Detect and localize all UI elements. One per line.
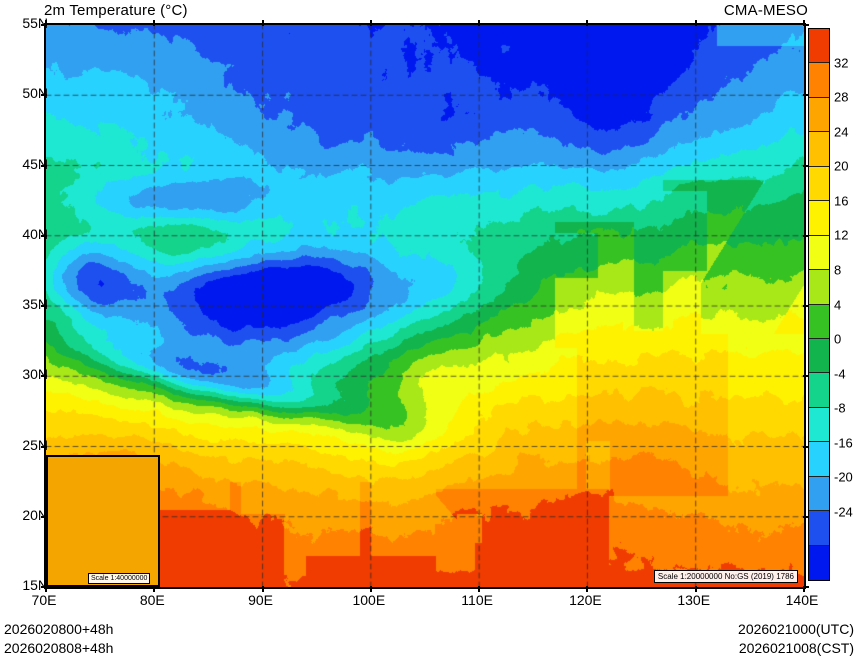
- colorbar-label-20: 20: [834, 158, 849, 174]
- lon-label-140E: 140E: [785, 592, 819, 608]
- colorbar-swatch: [809, 270, 829, 305]
- model-label: CMA-MESO: [723, 2, 808, 19]
- lat-tick: [803, 234, 809, 237]
- lat-tick: [803, 586, 809, 588]
- lat-tick: [803, 24, 809, 26]
- lat-label-55N: 55N: [22, 15, 48, 31]
- lat-label-45N: 45N: [22, 155, 48, 172]
- colorbar-label--16: -16: [834, 435, 853, 451]
- colorbar-swatch: [809, 373, 829, 408]
- lon-tick: [261, 20, 264, 26]
- lat-tick: [803, 375, 809, 378]
- colorbar-swatch: [809, 29, 829, 64]
- lon-tick: [153, 20, 156, 26]
- lat-label-25N: 25N: [22, 436, 48, 453]
- lon-tick: [261, 586, 264, 592]
- lat-tick: [803, 305, 809, 307]
- lat-tick: [41, 305, 47, 307]
- footer-right-line1: 2026021000(UTC): [738, 621, 854, 637]
- colorbar-swatch: [809, 132, 829, 167]
- lat-label-30N: 30N: [22, 366, 48, 383]
- lon-tick: [478, 20, 481, 26]
- colorbar-label-12: 12: [834, 227, 849, 243]
- lat-tick: [41, 445, 47, 448]
- lon-label-80E: 80E: [139, 592, 165, 608]
- map-scale-label: Scale 1:20000000 No:GS (2019) 1786: [653, 570, 798, 583]
- lon-tick: [586, 20, 589, 26]
- footer-right-line2: 2026021008(CST): [738, 640, 854, 656]
- lat-tick: [41, 234, 47, 237]
- colorbar-swatch: [809, 166, 829, 202]
- lon-label-70E: 70E: [31, 592, 57, 608]
- lon-tick: [369, 20, 372, 26]
- colorbar-swatch: [809, 235, 829, 271]
- lon-tick: [586, 586, 589, 592]
- lat-tick: [41, 164, 47, 167]
- colorbar-swatch: [809, 511, 829, 546]
- lat-label-15N: 15N: [22, 577, 48, 593]
- lat-label-35N: 35N: [22, 296, 48, 312]
- colorbar-label-16: 16: [834, 193, 849, 209]
- colorbar: [808, 28, 830, 581]
- colorbar-label-8: 8: [834, 262, 842, 278]
- lon-tick: [153, 586, 156, 592]
- footer-right: 2026021000(UTC) 2026021008(CST): [738, 620, 854, 658]
- lat-label-50N: 50N: [22, 85, 48, 102]
- lon-tick: [803, 586, 805, 592]
- colorbar-swatch: [809, 442, 829, 477]
- colorbar-label-32: 32: [834, 55, 849, 71]
- lon-tick: [694, 586, 697, 592]
- inset-canvas: [48, 457, 158, 585]
- lon-tick: [694, 20, 697, 26]
- lon-label-100E: 100E: [352, 592, 386, 608]
- footer-left-line2: 2026020808+48h: [4, 640, 114, 656]
- lat-tick: [41, 94, 47, 97]
- colorbar-swatch: [809, 201, 829, 236]
- page-title: 2m Temperature (°C): [44, 2, 188, 19]
- lat-tick: [803, 164, 809, 167]
- colorbar-swatch: [809, 545, 829, 580]
- footer-left: 2026020800+48h 2026020808+48h: [4, 620, 113, 658]
- lat-tick: [41, 24, 47, 26]
- lon-tick: [478, 586, 481, 592]
- colorbar-label-28: 28: [834, 89, 849, 105]
- lon-label-120E: 120E: [569, 592, 602, 608]
- lon-tick: [45, 20, 47, 26]
- lon-tick: [803, 20, 805, 26]
- colorbar-label--4: -4: [834, 366, 846, 382]
- inset-scale-label: Scale 1:40000000: [88, 573, 151, 584]
- lon-tick: [45, 586, 47, 592]
- colorbar-swatch: [809, 407, 829, 443]
- temperature-field-canvas: [46, 25, 804, 587]
- colorbar-swatch: [809, 338, 829, 374]
- colorbar-swatch: [809, 304, 829, 339]
- lon-label-130E: 130E: [677, 592, 711, 608]
- lon-label-110E: 110E: [461, 592, 493, 608]
- colorbar-label-4: 4: [834, 297, 842, 312]
- footer-left-line1: 2026020800+48h: [4, 621, 114, 637]
- lat-tick: [803, 445, 809, 448]
- colorbar-swatch: [809, 63, 829, 98]
- colorbar-label--8: -8: [834, 400, 846, 416]
- lon-label-90E: 90E: [248, 592, 274, 608]
- lat-tick: [41, 515, 47, 518]
- colorbar-swatch: [809, 97, 829, 133]
- lat-tick: [803, 515, 809, 518]
- lat-label-20N: 20N: [22, 506, 48, 523]
- map-plot-area: Scale 1:40000000 Scale 1:20000000 No:GS …: [41, 20, 809, 592]
- colorbar-label-24: 24: [834, 124, 849, 140]
- lon-tick: [369, 586, 372, 592]
- south-china-sea-inset: Scale 1:40000000: [46, 455, 160, 587]
- lat-tick: [41, 586, 47, 588]
- colorbar-label--20: -20: [834, 469, 853, 485]
- lat-tick: [803, 94, 809, 97]
- colorbar-label--24: -24: [834, 504, 853, 520]
- lat-tick: [41, 375, 47, 378]
- lat-label-40N: 40N: [22, 225, 48, 242]
- colorbar-swatch: [809, 476, 829, 512]
- colorbar-label-0: 0: [834, 331, 842, 347]
